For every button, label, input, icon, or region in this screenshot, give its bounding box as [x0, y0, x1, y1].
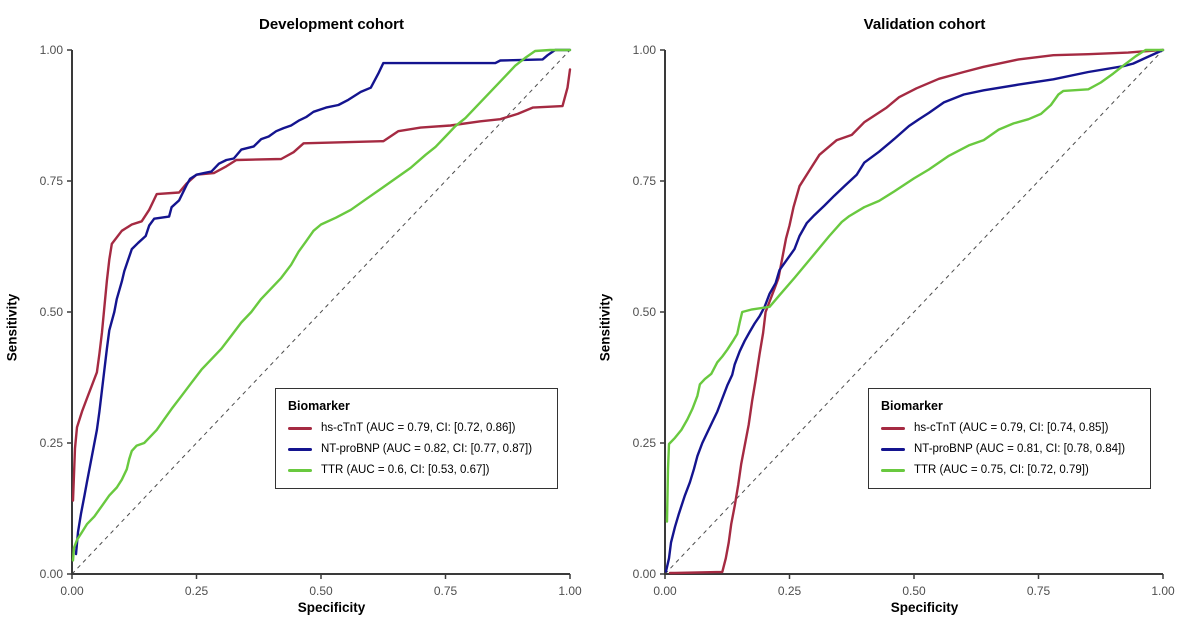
legend-swatch-hs-ctnt — [881, 426, 905, 430]
legend-swatch-hs-ctnt — [288, 426, 312, 430]
svg-text:0.50: 0.50 — [40, 305, 64, 319]
svg-text:1.00: 1.00 — [40, 43, 64, 57]
legend-item-nt-probnp: NT-proBNP (AUC = 0.81, CI: [0.78, 0.84]) — [881, 443, 1136, 455]
svg-text:0.25: 0.25 — [40, 436, 64, 450]
legend-swatch-nt-probnp — [288, 447, 312, 451]
x-axis-title: Specificity — [890, 600, 959, 615]
svg-text:0.50: 0.50 — [633, 305, 657, 319]
svg-text:0.75: 0.75 — [434, 584, 458, 598]
legend-box: Biomarker hs-cTnT (AUC = 0.79, CI: [0.72… — [275, 388, 558, 489]
roc-chart-development: 0.00 0.25 0.50 0.75 1.00 0.00 0.25 0.50 0.75 1.00 — [40, 43, 582, 598]
y-axis-title: Sensitivity — [597, 293, 613, 361]
svg-text:1.00: 1.00 — [633, 43, 657, 57]
roc-chart-validation: 0.00 0.25 0.50 0.75 1.00 0.00 0.25 0.50 0.75 1.00 — [633, 43, 1175, 598]
svg-text:0.25: 0.25 — [778, 584, 802, 598]
legend-label: TTR (AUC = 0.6, CI: [0.53, 0.67]) — [321, 464, 490, 476]
legend-item-hs-ctnt: hs-cTnT (AUC = 0.79, CI: [0.74, 0.85]) — [881, 422, 1136, 434]
legend-item-nt-probnp: NT-proBNP (AUC = 0.82, CI: [0.77, 0.87]) — [288, 443, 543, 455]
panel-title: Development cohort — [258, 16, 405, 33]
legend-label: NT-proBNP (AUC = 0.82, CI: [0.77, 0.87]) — [321, 443, 533, 455]
svg-text:0.75: 0.75 — [40, 174, 64, 188]
legend-title: Biomarker — [288, 399, 350, 413]
legend-title: Biomarker — [881, 399, 943, 413]
legend-item-hs-ctnt: hs-cTnT (AUC = 0.79, CI: [0.72, 0.86]) — [288, 422, 543, 434]
svg-text:0.00: 0.00 — [40, 567, 64, 581]
svg-text:0.50: 0.50 — [902, 584, 926, 598]
legend-item-ttr: TTR (AUC = 0.6, CI: [0.53, 0.67]) — [288, 464, 543, 476]
y-axis-title: Sensitivity — [4, 293, 20, 361]
svg-text:0.75: 0.75 — [633, 174, 657, 188]
svg-text:0.00: 0.00 — [633, 567, 657, 581]
x-axis-title: Specificity — [297, 600, 366, 615]
svg-text:0.50: 0.50 — [309, 584, 333, 598]
svg-text:1.00: 1.00 — [1151, 584, 1175, 598]
legend-swatch-ttr — [288, 468, 312, 472]
svg-text:0.25: 0.25 — [185, 584, 209, 598]
svg-text:0.00: 0.00 — [60, 584, 84, 598]
panel-validation: Validation cohort Sensitivity 0.00 0.25 0.… — [593, 0, 1186, 638]
legend-label: NT-proBNP (AUC = 0.81, CI: [0.78, 0.84]) — [914, 443, 1126, 455]
svg-text:0.00: 0.00 — [653, 584, 677, 598]
legend-label: hs-cTnT (AUC = 0.79, CI: [0.72, 0.86]) — [321, 422, 516, 434]
panel-title: Validation cohort — [863, 16, 986, 33]
svg-text:0.25: 0.25 — [633, 436, 657, 450]
legend-swatch-nt-probnp — [881, 447, 905, 451]
legend-swatch-ttr — [881, 468, 905, 472]
legend-label: TTR (AUC = 0.75, CI: [0.72, 0.79]) — [914, 464, 1089, 476]
legend-item-ttr: TTR (AUC = 0.75, CI: [0.72, 0.79]) — [881, 464, 1136, 476]
legend-box: Biomarker hs-cTnT (AUC = 0.79, CI: [0.74… — [868, 388, 1151, 489]
legend-label: hs-cTnT (AUC = 0.79, CI: [0.74, 0.85]) — [914, 422, 1109, 434]
panel-development: Development cohort Sensitivity 0.00 0.25 0… — [4, 16, 583, 615]
svg-text:1.00: 1.00 — [558, 584, 582, 598]
svg-text:0.75: 0.75 — [1027, 584, 1051, 598]
